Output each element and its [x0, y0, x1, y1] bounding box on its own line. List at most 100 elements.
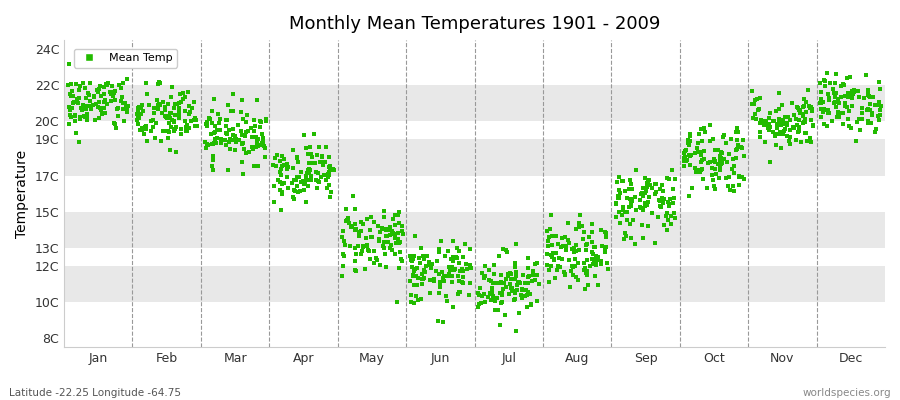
Point — [637, 175, 652, 181]
Point — [488, 307, 502, 313]
Point — [805, 105, 819, 112]
Point — [303, 166, 318, 173]
Point — [509, 286, 524, 293]
Point — [482, 277, 496, 283]
Point — [78, 102, 93, 109]
Point — [715, 160, 729, 166]
Point — [785, 100, 799, 106]
Point — [798, 116, 813, 122]
Point — [478, 263, 492, 269]
Point — [66, 92, 80, 99]
Point — [680, 137, 695, 144]
Point — [542, 278, 556, 285]
Point — [274, 189, 289, 196]
Point — [75, 107, 89, 113]
Point — [159, 113, 174, 119]
Point — [142, 102, 157, 108]
Point — [657, 221, 671, 228]
Point — [872, 117, 886, 123]
Point — [224, 108, 238, 114]
Point — [223, 135, 238, 142]
Point — [713, 153, 727, 159]
Point — [579, 247, 593, 253]
Point — [146, 124, 160, 130]
Point — [752, 106, 767, 112]
Point — [791, 128, 806, 134]
Point — [188, 123, 202, 129]
Point — [294, 179, 309, 185]
Point — [707, 166, 722, 172]
Point — [436, 319, 450, 325]
Point — [248, 128, 262, 134]
Point — [492, 289, 507, 296]
Point — [212, 116, 227, 122]
Point — [855, 110, 869, 116]
Point — [97, 104, 112, 111]
Point — [585, 256, 599, 262]
Point — [472, 285, 487, 291]
Point — [635, 184, 650, 191]
Point — [303, 151, 318, 157]
Point — [299, 177, 313, 183]
Point — [236, 116, 250, 122]
Point — [500, 249, 515, 256]
Point — [693, 149, 707, 156]
Point — [314, 174, 328, 180]
Point — [752, 134, 767, 140]
Point — [564, 263, 579, 270]
Point — [829, 90, 843, 97]
Point — [166, 118, 181, 124]
Point — [579, 270, 593, 277]
Point — [220, 117, 234, 124]
Point — [748, 97, 762, 104]
Point — [94, 107, 108, 114]
Point — [609, 200, 624, 206]
Point — [731, 142, 745, 148]
Point — [411, 297, 426, 303]
Point — [503, 281, 517, 287]
Point — [509, 328, 524, 334]
Point — [827, 100, 842, 107]
Point — [873, 107, 887, 113]
Point — [473, 300, 488, 306]
Point — [76, 102, 90, 108]
Point — [360, 242, 374, 248]
Point — [168, 126, 183, 132]
Point — [750, 96, 764, 102]
Point — [156, 128, 170, 134]
Bar — [64, 302, 885, 338]
Point — [624, 181, 638, 187]
Point — [337, 238, 351, 244]
Point — [530, 272, 544, 278]
Point — [212, 120, 226, 126]
Point — [237, 146, 251, 152]
Point — [138, 124, 152, 130]
Point — [433, 283, 447, 289]
Point — [116, 80, 130, 86]
Point — [820, 123, 834, 130]
Point — [231, 137, 246, 143]
Point — [580, 256, 594, 263]
Point — [527, 261, 542, 267]
Point — [230, 138, 244, 144]
Point — [287, 195, 302, 202]
Point — [732, 173, 746, 179]
Point — [872, 99, 886, 105]
Point — [296, 181, 310, 187]
Point — [815, 109, 830, 115]
Point — [600, 266, 615, 272]
Point — [659, 213, 673, 219]
Point — [154, 138, 168, 144]
Point — [832, 100, 846, 106]
Point — [169, 101, 184, 107]
Point — [105, 82, 120, 89]
Point — [286, 193, 301, 200]
Point — [360, 243, 374, 249]
Point — [814, 97, 828, 104]
Point — [654, 197, 669, 203]
Point — [445, 256, 459, 262]
Point — [412, 255, 427, 261]
Point — [311, 179, 326, 185]
Point — [660, 210, 674, 216]
Point — [759, 118, 773, 124]
